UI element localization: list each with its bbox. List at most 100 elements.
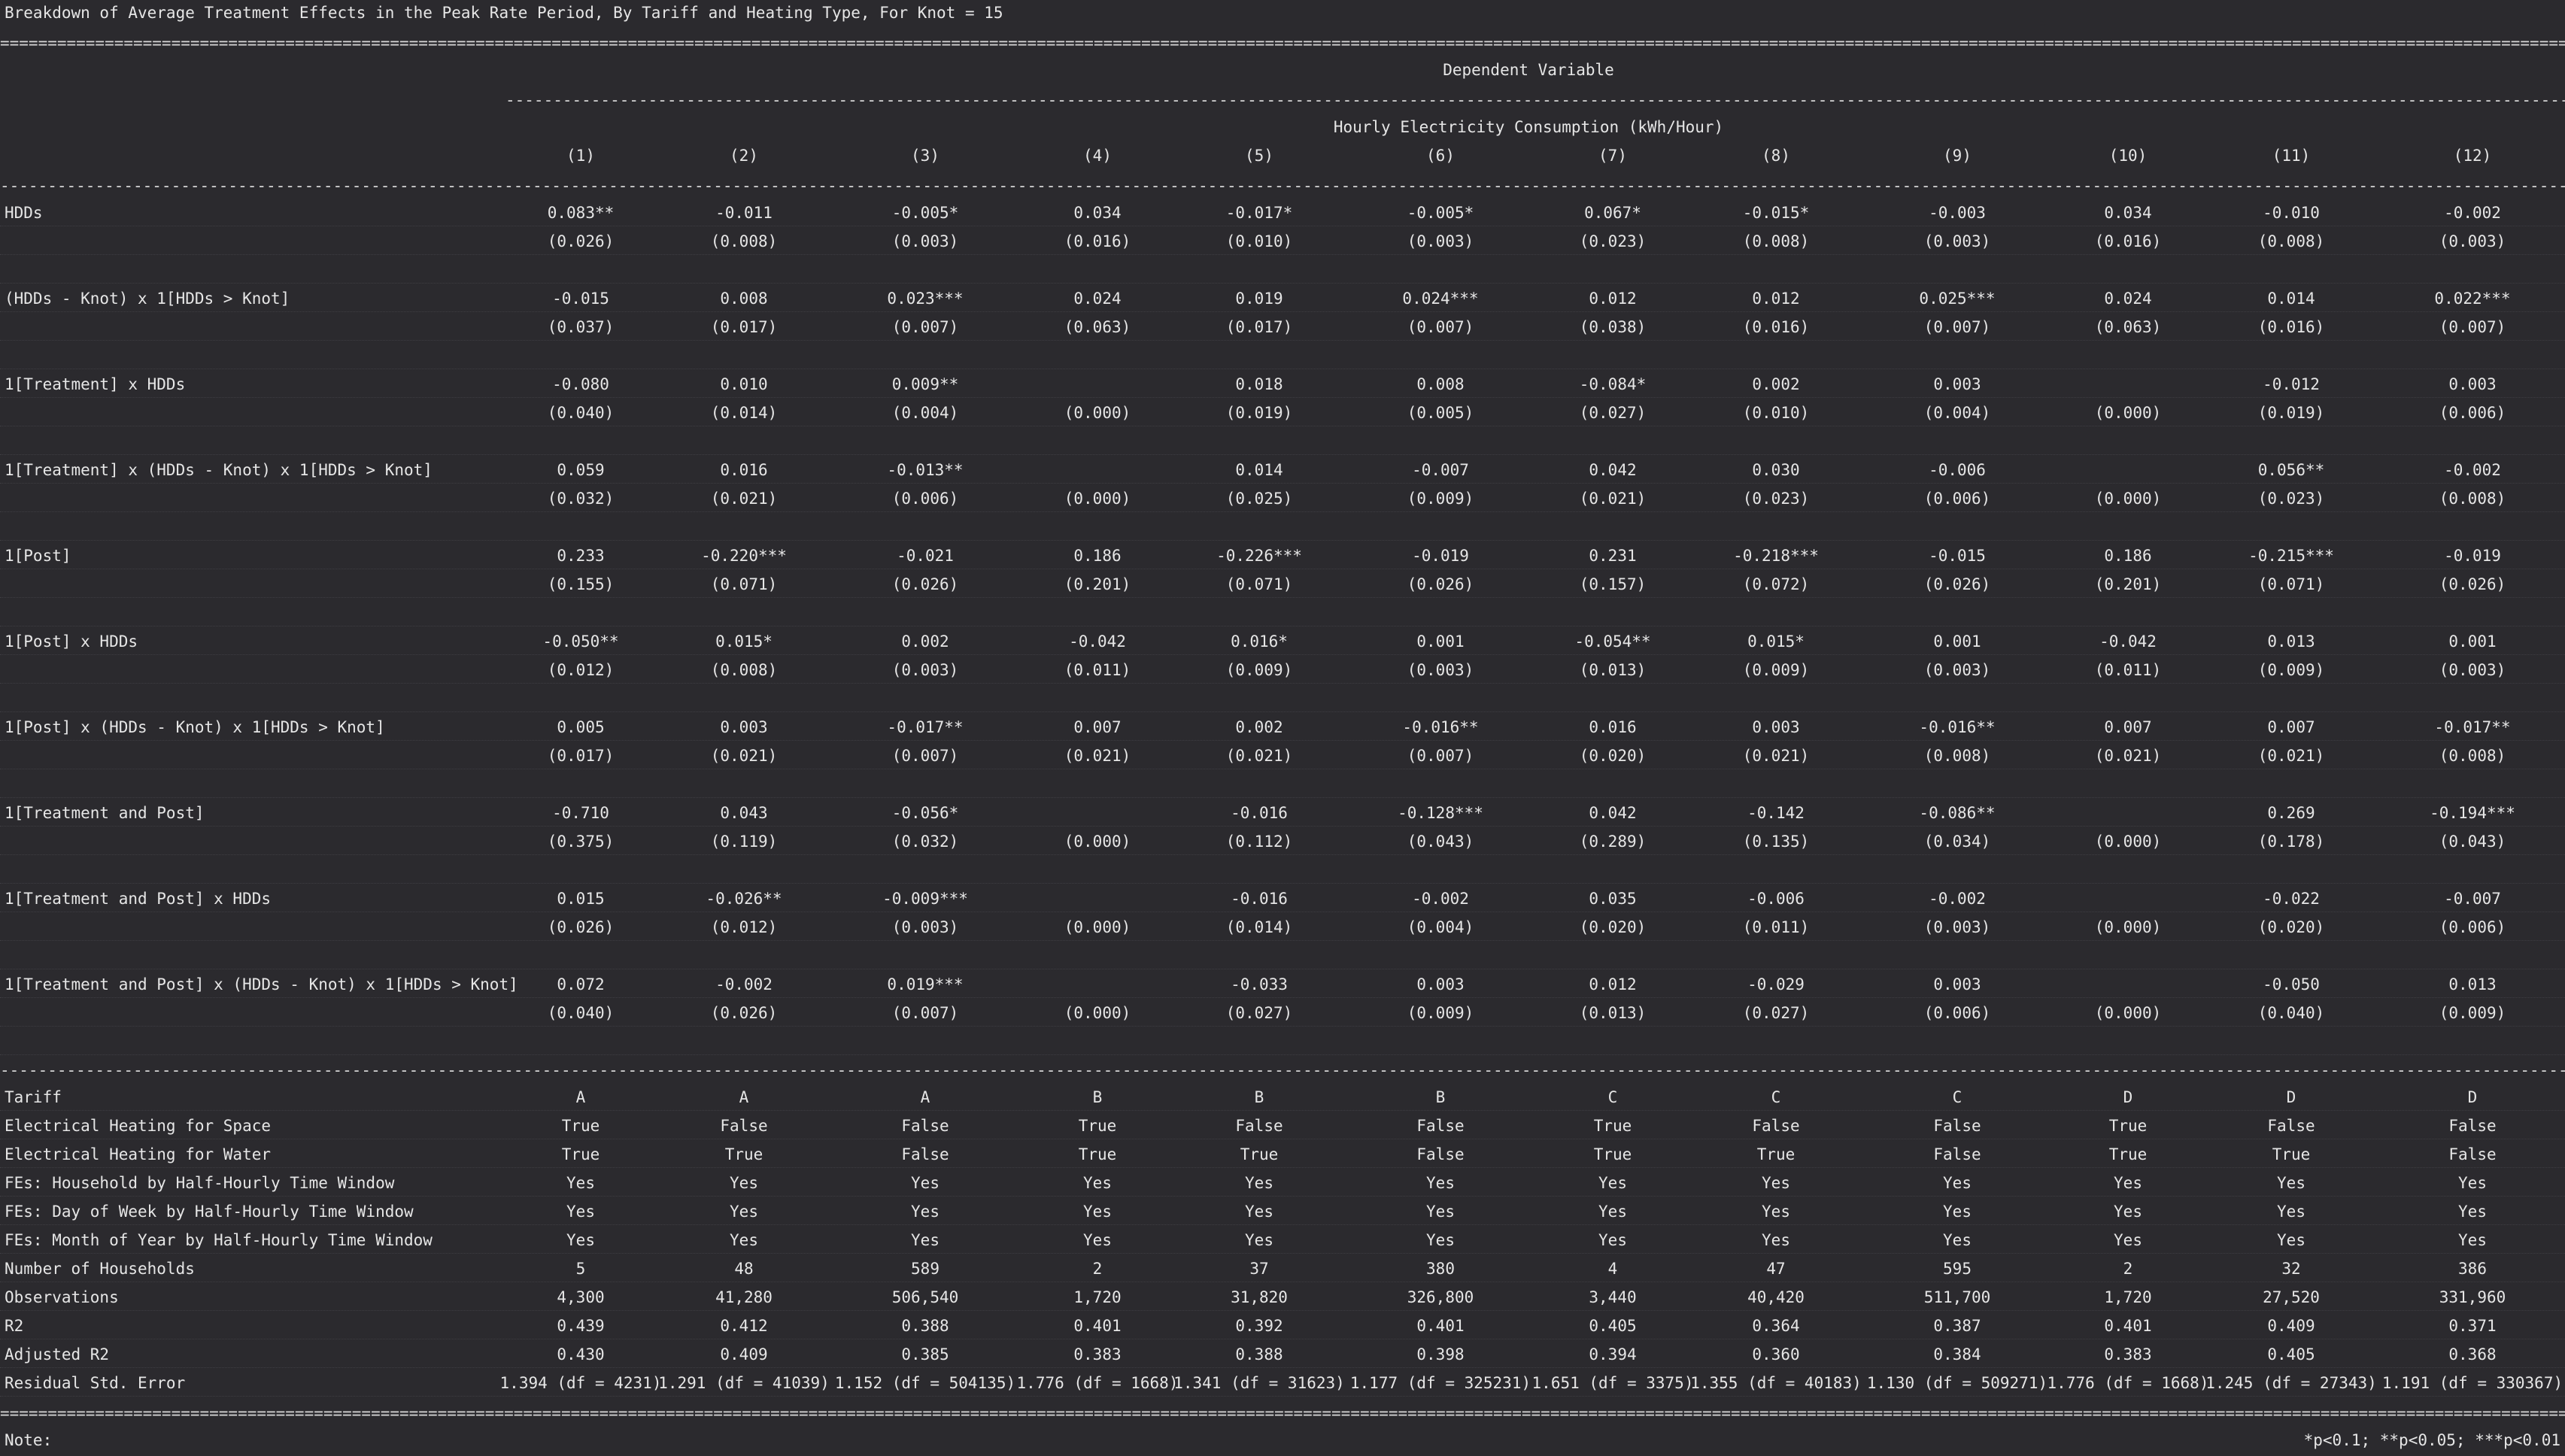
row-guide <box>0 1054 2565 1055</box>
standard-error: (0.157) <box>1579 575 1647 593</box>
coefficient-estimate: 0.003 <box>1416 975 1465 993</box>
summary-value: 326,800 <box>1407 1288 1474 1306</box>
coefficient-estimate: -0.017** <box>2434 718 2511 736</box>
column-header: (2) <box>730 147 758 165</box>
row-guide <box>0 1224 2565 1225</box>
row-guide <box>0 340 2565 341</box>
standard-error: (0.003) <box>1923 661 1991 679</box>
coefficient-estimate: 0.024 <box>1073 290 1122 308</box>
summary-value: 0.401 <box>1416 1317 1465 1335</box>
summary-value: 0.364 <box>1752 1317 1800 1335</box>
coefficient-estimate: -0.042 <box>1069 632 1126 651</box>
summary-value: Yes <box>2458 1203 2487 1221</box>
row-guide <box>0 511 2565 512</box>
summary-value: Yes <box>730 1174 758 1192</box>
bottom-rule: ========================================… <box>0 1404 2565 1422</box>
coefficient-estimate: 0.003 <box>1933 375 1981 393</box>
summary-rule: ----------------------------------------… <box>0 1061 2565 1079</box>
standard-error: (0.017) <box>710 318 778 336</box>
coefficient-estimate: -0.194*** <box>2430 804 2515 822</box>
coefficient-estimate: 0.009** <box>891 375 959 393</box>
summary-value: 0.360 <box>1752 1345 1800 1363</box>
standard-error: (0.289) <box>1579 833 1647 851</box>
row-guide <box>0 283 2565 284</box>
coefficient-estimate: 0.016* <box>1231 632 1288 651</box>
summary-value: True <box>1078 1117 1117 1135</box>
summary-label: R2 <box>5 1317 24 1335</box>
coefficient-estimate: 0.034 <box>2104 204 2152 222</box>
summary-label: Adjusted R2 <box>5 1345 110 1363</box>
standard-error: (0.135) <box>1742 833 1810 851</box>
summary-value: Yes <box>1762 1231 1790 1249</box>
row-guide <box>0 254 2565 255</box>
standard-error: (0.021) <box>1225 747 1293 765</box>
coefficient-estimate: -0.017** <box>887 718 964 736</box>
coefficient-label: 1[Treatment] x (HDDs - Knot) x 1[HDDs > … <box>5 461 433 479</box>
column-header: (9) <box>1943 147 1972 165</box>
standard-error: (0.009) <box>2439 1004 2506 1022</box>
standard-error: (0.009) <box>2257 661 2325 679</box>
standard-error: (0.013) <box>1579 661 1647 679</box>
coefficient-estimate: 0.014 <box>1235 461 1283 479</box>
summary-label: Residual Std. Error <box>5 1374 186 1392</box>
coefficient-estimate: 0.043 <box>720 804 768 822</box>
coefficient-estimate: -0.050** <box>542 632 619 651</box>
standard-error: (0.020) <box>1579 747 1647 765</box>
summary-value: 506,540 <box>891 1288 959 1306</box>
summary-value: 0.405 <box>2267 1345 2315 1363</box>
column-header: (3) <box>911 147 939 165</box>
row-guide <box>0 997 2565 998</box>
standard-error: (0.071) <box>710 575 778 593</box>
summary-label: FEs: Month of Year by Half-Hourly Time W… <box>5 1231 433 1249</box>
summary-value: Yes <box>2114 1231 2142 1249</box>
coefficient-estimate: -0.042 <box>2099 632 2157 651</box>
coefficient-estimate: -0.220*** <box>701 547 787 565</box>
summary-value: Yes <box>1943 1203 1972 1221</box>
coefficient-estimate: -0.710 <box>552 804 609 822</box>
summary-value: Yes <box>1598 1203 1627 1221</box>
coefficient-estimate: 0.007 <box>2104 718 2152 736</box>
summary-label: FEs: Day of Week by Half-Hourly Time Win… <box>5 1203 414 1221</box>
coefficient-estimate: -0.015* <box>1742 204 1810 222</box>
coefficient-estimate: 0.014 <box>2267 290 2315 308</box>
column-header: (5) <box>1245 147 1273 165</box>
standard-error: (0.004) <box>891 404 959 422</box>
summary-value: True <box>1593 1145 1632 1163</box>
coefficient-estimate: -0.029 <box>1747 975 1805 993</box>
summary-value: 595 <box>1943 1260 1972 1278</box>
summary-value: 4,300 <box>557 1288 605 1306</box>
summary-value: A <box>920 1088 930 1106</box>
coefficient-estimate: -0.016** <box>1919 718 1996 736</box>
column-header: (8) <box>1762 147 1790 165</box>
standard-error: (0.021) <box>2094 747 2162 765</box>
summary-value: 27,520 <box>2263 1288 2320 1306</box>
coefficient-estimate: 0.016 <box>720 461 768 479</box>
summary-value: Yes <box>1426 1231 1455 1249</box>
row-guide <box>0 1196 2565 1197</box>
coefficient-estimate: -0.080 <box>552 375 609 393</box>
row-guide <box>0 1367 2565 1368</box>
summary-value: 1.394 (df = 4231) <box>499 1374 662 1392</box>
summary-value: 1.245 (df = 27343) <box>2205 1374 2377 1392</box>
row-guide <box>0 797 2565 798</box>
summary-value: C <box>1771 1088 1781 1106</box>
standard-error: (0.008) <box>2439 490 2506 508</box>
standard-error: (0.003) <box>1407 232 1474 250</box>
summary-value: 1,720 <box>1073 1288 1122 1306</box>
standard-error: (0.026) <box>1407 575 1474 593</box>
summary-value: 0.387 <box>1933 1317 1981 1335</box>
standard-error: (0.009) <box>1225 661 1293 679</box>
coefficient-estimate: -0.007 <box>1412 461 1469 479</box>
coefficient-estimate: 0.010 <box>720 375 768 393</box>
significance-note: *p<0.1; **p<0.05; ***p<0.01 <box>2303 1431 2560 1449</box>
summary-value: 1.191 (df = 330367) <box>2381 1374 2563 1392</box>
coefficient-estimate: -0.026** <box>706 890 782 908</box>
standard-error: (0.007) <box>891 1004 959 1022</box>
coefficient-estimate: 0.083** <box>547 204 615 222</box>
row-guide <box>0 940 2565 941</box>
summary-value: Yes <box>2114 1203 2142 1221</box>
summary-value: 47 <box>1766 1260 1786 1278</box>
coefficient-estimate: 0.001 <box>1933 632 1981 651</box>
standard-error: (0.008) <box>710 232 778 250</box>
coefficient-estimate: 0.007 <box>2267 718 2315 736</box>
